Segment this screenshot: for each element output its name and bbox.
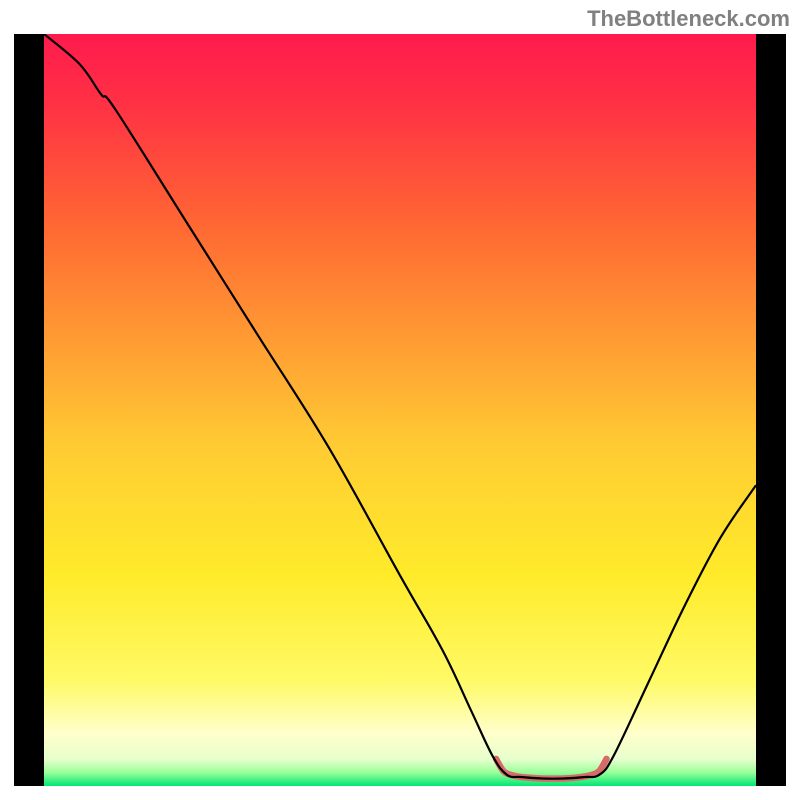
- attribution-text: TheBottleneck.com: [587, 6, 790, 32]
- main-curve: [44, 34, 756, 779]
- figure-container: TheBottleneck.com: [0, 0, 800, 800]
- plot-area: [14, 34, 786, 786]
- curve-layer: [44, 34, 756, 786]
- highlight-curve: [496, 759, 606, 779]
